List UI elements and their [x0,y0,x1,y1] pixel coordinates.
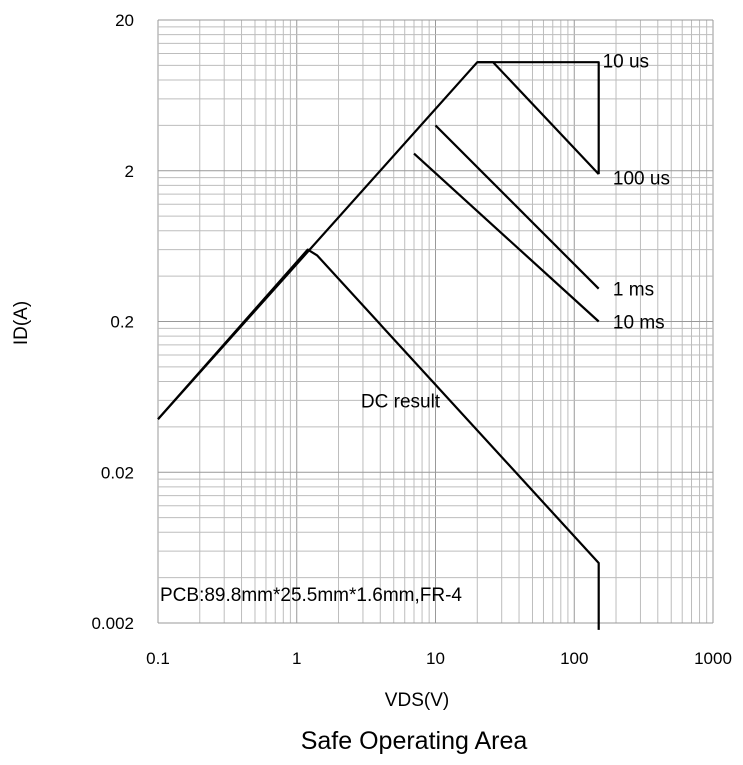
curve-label: 1 ms [613,280,654,301]
chart-title: Safe Operating Area [301,727,528,755]
soa-curve [157,61,600,420]
curve-label: 10 us [603,51,649,72]
x-axis-title: VDS(V) [385,690,449,711]
x-tick-label: 0.1 [146,649,170,668]
pcb-annotation: PCB:89.8mm*25.5mm*1.6mm,FR-4 [160,585,462,606]
curve-label: 10 ms [613,313,665,334]
x-tick-label: 1000 [694,649,732,668]
curve-labels: DC result 10 ms 1 ms 100 us 10 us [361,51,670,412]
y-axis-title: ID(A) [11,301,32,345]
soa-curves [157,61,600,630]
y-tick-label: 0.2 [110,313,134,332]
curve-label: 100 us [613,169,670,190]
y-tick-label: 2 [125,162,134,181]
curve-label: DC result [361,391,441,412]
grid [157,19,714,624]
tick-labels: 0.1 1 10 100 1000 0.002 0.02 0.2 2 20 [91,11,731,668]
x-tick-label: 1 [292,649,301,668]
soa-curve [434,124,600,290]
x-tick-label: 10 [426,649,445,668]
x-tick-label: 100 [560,649,588,668]
soa-curve [413,152,600,323]
y-tick-label: 20 [115,11,134,30]
y-tick-label: 0.002 [91,614,134,633]
y-tick-label: 0.02 [101,463,134,482]
